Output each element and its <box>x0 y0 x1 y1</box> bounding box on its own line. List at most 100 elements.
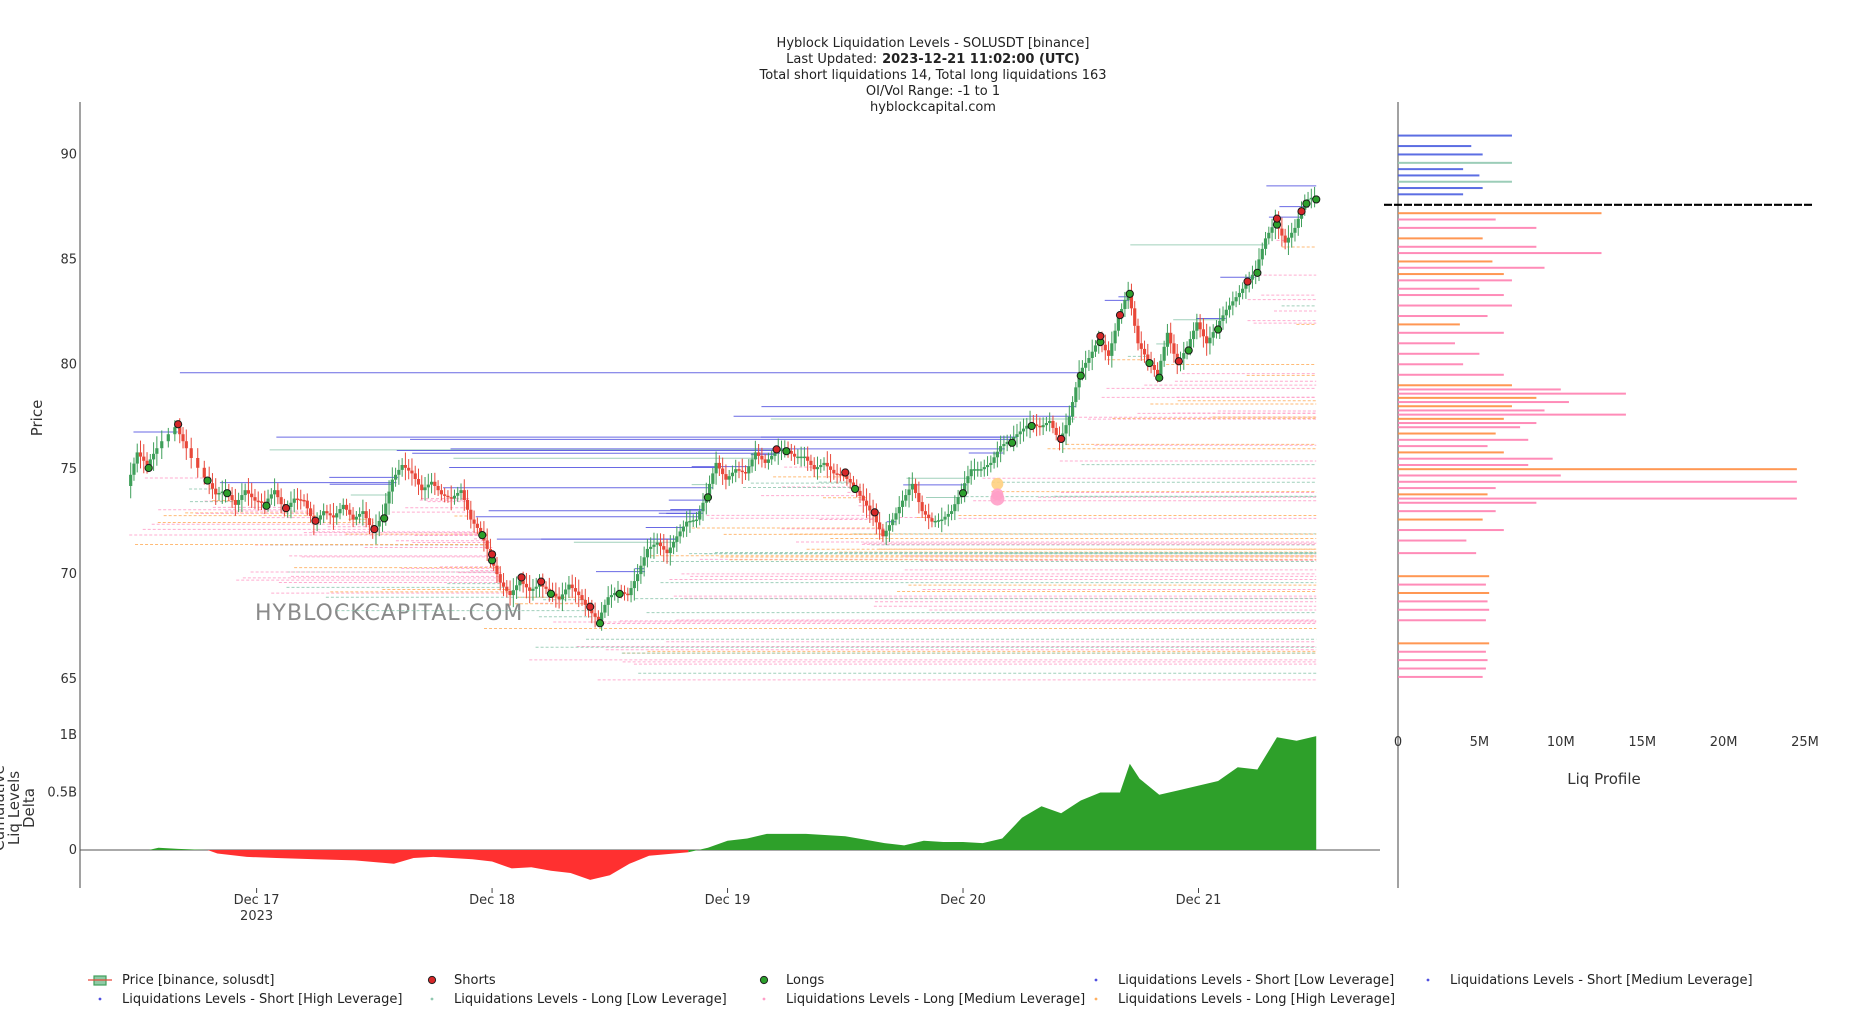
price-candle-body <box>1159 360 1163 375</box>
price-candle-body <box>335 513 339 518</box>
price-candle-body <box>1290 232 1294 238</box>
watermark: HYBLOCKCAPITAL.COM <box>255 601 523 626</box>
price-candle-body <box>910 483 914 490</box>
liq-profile-bar <box>1398 168 1464 171</box>
price-candle-body <box>479 527 483 533</box>
price-candle-body <box>511 590 515 596</box>
price-candle-body <box>240 495 244 500</box>
price-candle-body <box>452 495 457 499</box>
price-candle-body <box>1218 320 1222 327</box>
price-candle-body <box>845 475 849 479</box>
price-candle-body <box>269 494 273 499</box>
price-candle-body <box>920 502 924 512</box>
legend-label: Longs <box>786 973 824 988</box>
price-candle-body <box>443 494 447 496</box>
legend-item: Liquidations Levels - Short [Low Leverag… <box>1094 973 1394 988</box>
price-candle-body <box>1172 343 1176 354</box>
price-candle-body <box>1070 402 1075 417</box>
price-candle-body <box>202 467 206 478</box>
price-candle-body <box>685 521 689 527</box>
price-candle-body <box>501 582 506 587</box>
last-updated: Last Updated: 2023-12-21 11:02:00 (UTC) <box>786 52 1080 67</box>
price-candle-body <box>1241 288 1245 293</box>
price-candle-body <box>743 471 748 474</box>
price-candle-body <box>1005 441 1009 445</box>
price-candle-body <box>272 490 277 495</box>
price-candle-body <box>243 490 247 496</box>
liq-profile-bar <box>1398 675 1483 678</box>
liq-profile-bar <box>1398 304 1512 307</box>
price-candle-body <box>410 470 414 474</box>
long-marker <box>262 501 271 510</box>
price-tick-label: 85 <box>60 252 77 267</box>
price-candle-body <box>472 519 476 524</box>
price-candle-body <box>835 473 839 475</box>
short-marker <box>1174 357 1183 366</box>
price-candle-body <box>933 520 937 523</box>
price-candle-body <box>462 490 466 500</box>
legend-label: Liquidations Levels - Long [Medium Lever… <box>786 992 1085 1007</box>
price-candle-body <box>979 469 983 471</box>
price-candle-body <box>806 456 810 461</box>
price-candle-body <box>717 462 721 469</box>
price-candle-body <box>1169 332 1173 344</box>
liq-profile-bar <box>1398 266 1545 269</box>
long-marker <box>595 619 605 628</box>
liq-profile-bar <box>1398 384 1512 387</box>
price-candle-body <box>1198 322 1202 330</box>
price-candle-body <box>518 580 522 586</box>
liq-profile-bar <box>1398 608 1490 611</box>
x-tick-label: Dec 20 <box>940 893 986 908</box>
price-candle-body <box>1195 322 1199 331</box>
total-liquidations: Total short liquidations 14, Total long … <box>758 68 1106 83</box>
price-candle-body <box>367 518 372 526</box>
price-candle-body <box>407 467 411 471</box>
price-candle-body <box>828 466 833 470</box>
price-candle-body <box>560 594 564 600</box>
legend-item: Liquidations Levels - Short [Medium Leve… <box>1426 973 1753 988</box>
price-candle-body <box>1136 325 1140 344</box>
chart-legend: Price [binance, solusdt] Shorts Longs Liqui… <box>88 973 1753 1007</box>
price-candle-body <box>554 593 558 597</box>
long-marker <box>703 493 713 502</box>
liq-profile-bar <box>1398 422 1537 425</box>
price-candle-body <box>982 467 986 470</box>
price-candle-body <box>142 456 146 461</box>
price-candle-body <box>995 451 999 458</box>
price-candle-body <box>1090 351 1094 358</box>
liq-profile-bar <box>1398 642 1490 645</box>
liq-profile-tick-label: 5M <box>1470 735 1490 750</box>
price-candle-body <box>999 446 1003 452</box>
price-candle-body <box>949 511 954 514</box>
price-candle-body <box>564 589 568 595</box>
liq-profile-bar <box>1398 413 1626 416</box>
price-candle-body <box>217 492 221 495</box>
price-candle-body <box>1048 420 1052 424</box>
legend-item: Liquidations Levels - Short [High Levera… <box>98 992 402 1007</box>
price-candle-body <box>848 478 852 483</box>
liq-profile-bar <box>1398 294 1504 297</box>
price-candle-body <box>596 616 600 621</box>
price-candle-body <box>537 584 542 587</box>
price-candle-body <box>1142 348 1147 355</box>
price-candle-body <box>266 498 270 503</box>
price-candle-body <box>904 495 908 501</box>
liq-profile-bar <box>1398 539 1467 542</box>
price-candle-body <box>940 519 944 522</box>
price-candle-body <box>1038 425 1042 428</box>
price-candle-body <box>622 592 627 594</box>
price-candle-body <box>364 511 368 519</box>
legend-label: Liquidations Levels - Short [High Levera… <box>122 992 402 1007</box>
price-y-ticks: 65 70 75 80 85 90 <box>60 147 77 687</box>
price-tick-label: 90 <box>60 147 77 162</box>
price-candle-body <box>390 479 394 492</box>
long-marker <box>1125 289 1134 298</box>
long-marker <box>782 447 791 456</box>
price-candle-body <box>377 520 381 527</box>
liq-profile-bar <box>1398 457 1553 460</box>
last-updated-value: 2023-12-21 11:02:00 (UTC) <box>882 52 1080 67</box>
price-series <box>129 186 1317 631</box>
price-candle-body <box>966 476 970 484</box>
price-candle-body <box>1191 330 1196 340</box>
liq-profile-axis-title: Liq Profile <box>1567 770 1640 788</box>
